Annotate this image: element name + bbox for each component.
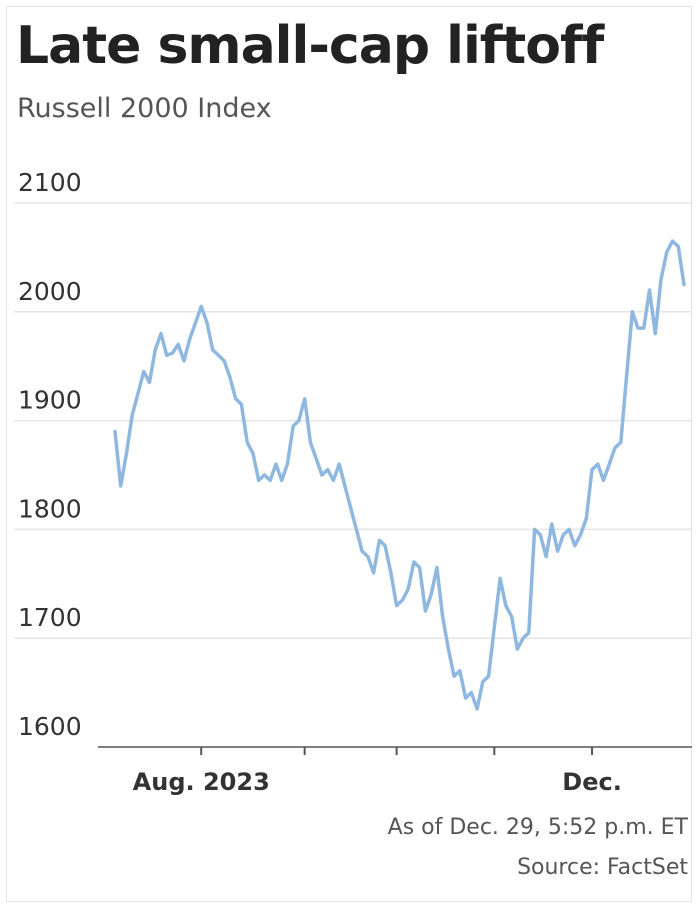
x-tick-label: Dec. bbox=[562, 768, 622, 796]
y-tick-label-1900: 1900 bbox=[18, 386, 82, 415]
x-tick-label: Aug. 2023 bbox=[133, 768, 270, 796]
russell-2000-line bbox=[113, 239, 686, 711]
y-tick-label-1700: 1700 bbox=[18, 603, 82, 632]
y-tick-label-1800: 1800 bbox=[18, 494, 82, 523]
gridlines bbox=[14, 202, 692, 639]
y-tick-label-2100: 2100 bbox=[18, 168, 82, 197]
source-note: Source: FactSet bbox=[517, 855, 688, 880]
y-tick-label-2000: 2000 bbox=[18, 277, 82, 306]
chart-subtitle: Russell 2000 Index bbox=[17, 93, 272, 124]
series-group bbox=[113, 239, 686, 711]
y-tick-labels: 1600 1700 1800 1900 2000 2100 bbox=[18, 168, 82, 741]
chart-title: Late small-cap liftoff bbox=[16, 16, 604, 76]
footnote: As of Dec. 29, 5:52 p.m. ET bbox=[387, 815, 688, 840]
chart-frame bbox=[6, 6, 692, 902]
y-tick-label-1600: 1600 bbox=[18, 712, 82, 741]
x-axis: Aug. 2023 Dec. bbox=[98, 746, 692, 796]
